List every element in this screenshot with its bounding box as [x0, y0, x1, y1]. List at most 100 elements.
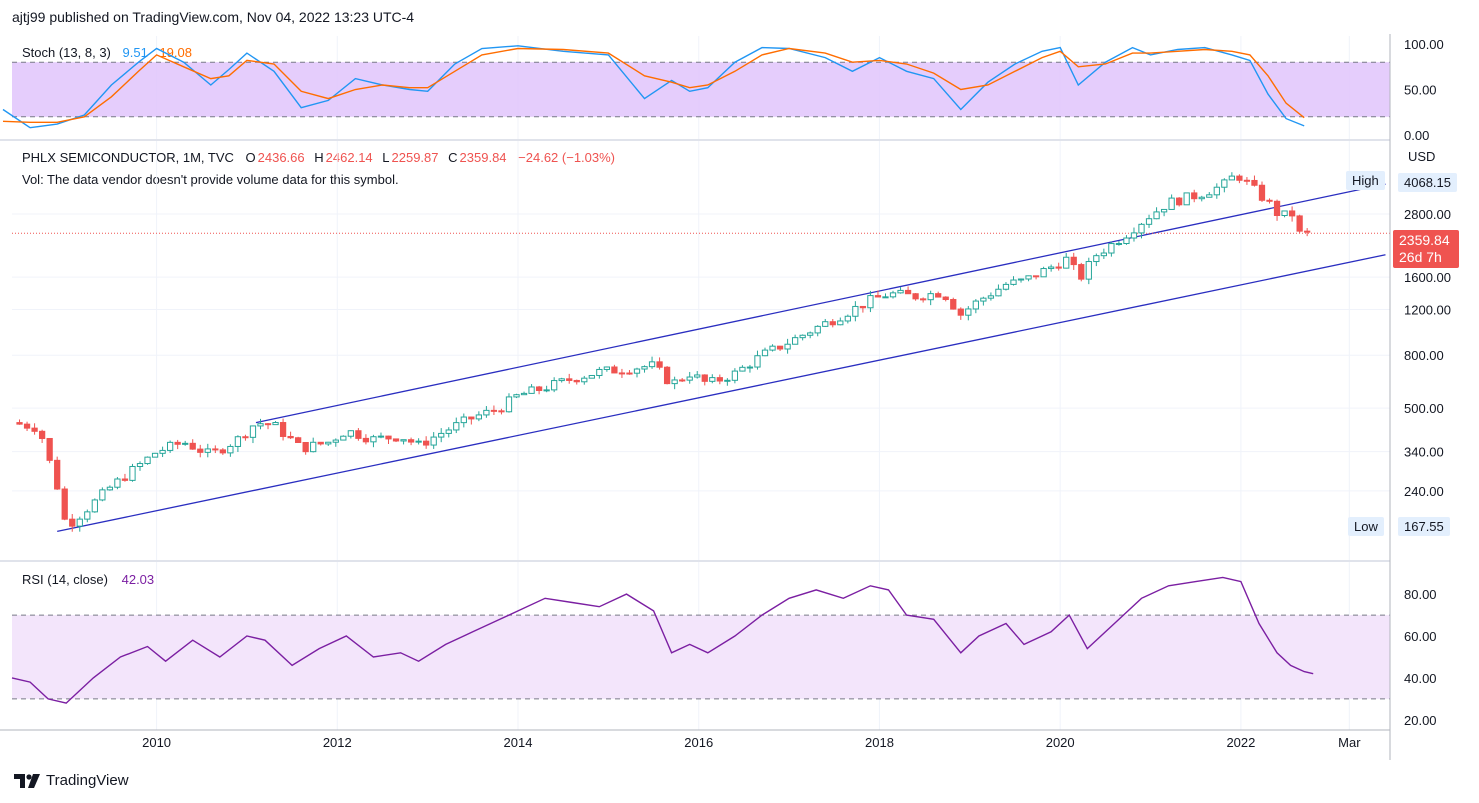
candle-body — [23, 423, 31, 429]
candle-body — [965, 308, 972, 316]
candle-body — [212, 448, 219, 451]
candle-body — [1100, 252, 1107, 257]
candle-body — [679, 379, 686, 382]
candle-body — [325, 441, 332, 445]
stoch-y-tick-50.00: 50.00 — [1404, 83, 1437, 98]
candle-body — [1213, 186, 1220, 196]
stoch-d-value: 19.08 — [159, 45, 192, 60]
candle-body — [189, 442, 196, 450]
candle-body — [1160, 208, 1168, 213]
candle-body — [1251, 179, 1258, 186]
candle-body — [234, 436, 242, 447]
low-label: L — [382, 150, 390, 165]
candle-body — [385, 435, 392, 440]
candle-body — [174, 441, 181, 445]
candle-body — [99, 489, 106, 501]
candle-body — [1258, 184, 1266, 201]
candle-body — [588, 374, 595, 379]
candle-body — [852, 305, 859, 317]
candle-body — [528, 386, 535, 394]
candle-body — [701, 374, 708, 382]
candle-body — [1002, 283, 1010, 290]
candle-body — [166, 441, 174, 451]
candle-body — [219, 449, 226, 454]
rsi-value: 42.03 — [121, 572, 155, 587]
candle-body — [1176, 197, 1183, 206]
rsi-title: RSI (14, close) — [22, 572, 108, 587]
candle-body — [1055, 266, 1062, 269]
candle-body — [904, 289, 912, 295]
rsi-legend[interactable]: RSI (14, close) 42.03 — [22, 572, 156, 587]
candle-body — [114, 478, 121, 488]
candle-body — [1010, 279, 1017, 285]
candle-body — [377, 435, 385, 438]
low-marker-value: 167.55 — [1398, 517, 1450, 536]
candle-body — [874, 295, 882, 298]
candle-body — [54, 459, 61, 490]
candle-body — [362, 437, 370, 443]
candle-body — [935, 293, 942, 298]
candle-body — [1040, 268, 1047, 278]
candle-body — [829, 321, 836, 326]
last-price-badge: 2359.84 26d 7h — [1393, 230, 1459, 268]
open-value: 2436.66 — [257, 150, 305, 165]
candle-body — [686, 376, 693, 381]
candle-body — [38, 430, 46, 439]
price-y-tick-240.00: 240.00 — [1404, 484, 1444, 499]
price-y-tick-2800.00: 2800.00 — [1404, 207, 1451, 222]
candle-body — [295, 437, 302, 443]
candle-body — [144, 456, 151, 465]
candle-body — [633, 368, 641, 374]
rsi-line — [11, 576, 1314, 704]
candle-body — [483, 409, 490, 416]
logo-text: TradingView — [46, 772, 129, 789]
candle-body — [264, 423, 272, 426]
candle-body — [1296, 215, 1303, 232]
candle-body — [490, 409, 498, 412]
candle-body — [513, 394, 520, 398]
price-y-tick-1200.00: 1200.00 — [1404, 303, 1451, 318]
high-label: H — [314, 150, 324, 165]
candle-body — [423, 440, 430, 446]
candle-body — [69, 518, 76, 527]
candle-body — [889, 292, 897, 298]
tradingview-logo[interactable]: TradingView — [14, 772, 129, 789]
rsi-band — [12, 615, 1390, 699]
candle-body — [227, 445, 234, 454]
candle-body — [1048, 266, 1055, 270]
rsi-y-tick-20.00: 20.00 — [1404, 713, 1437, 728]
stoch-title: Stoch (13, 8, 3) — [22, 45, 111, 60]
candle-body — [641, 366, 648, 370]
candle-body — [791, 337, 799, 345]
candle-body — [867, 295, 874, 309]
candle-body — [204, 448, 211, 453]
candle-body — [1063, 256, 1070, 269]
candle-body — [957, 308, 964, 316]
candle-body — [287, 435, 294, 439]
candle-body — [709, 377, 716, 382]
candle-body — [1138, 223, 1145, 234]
candle-body — [987, 295, 995, 299]
candle-body — [1304, 230, 1311, 233]
currency-label: USD — [1408, 149, 1436, 164]
candle-body — [1228, 175, 1236, 181]
candle-body — [151, 452, 159, 458]
candle-body — [129, 465, 136, 481]
stoch-legend[interactable]: Stoch (13, 8, 3) 9.51 19.08 — [22, 45, 194, 60]
candle-body — [505, 396, 513, 413]
channel-lower-line — [57, 254, 1386, 533]
price-y-tick-500.00: 500.00 — [1404, 401, 1444, 416]
candle-body — [920, 298, 927, 301]
stoch-line-d — [2, 47, 1305, 124]
candle-body — [370, 436, 377, 443]
candle-body — [814, 325, 821, 334]
change-value: −24.62 (−1.03%) — [518, 150, 616, 165]
candle-body — [927, 293, 934, 301]
candle-body — [317, 441, 324, 445]
candle-body — [611, 366, 618, 374]
close-value: 2359.84 — [459, 150, 507, 165]
volume-note: Vol: The data vendor doesn't provide vol… — [22, 172, 399, 187]
candle-body — [1273, 200, 1281, 216]
candle-body — [897, 289, 904, 294]
